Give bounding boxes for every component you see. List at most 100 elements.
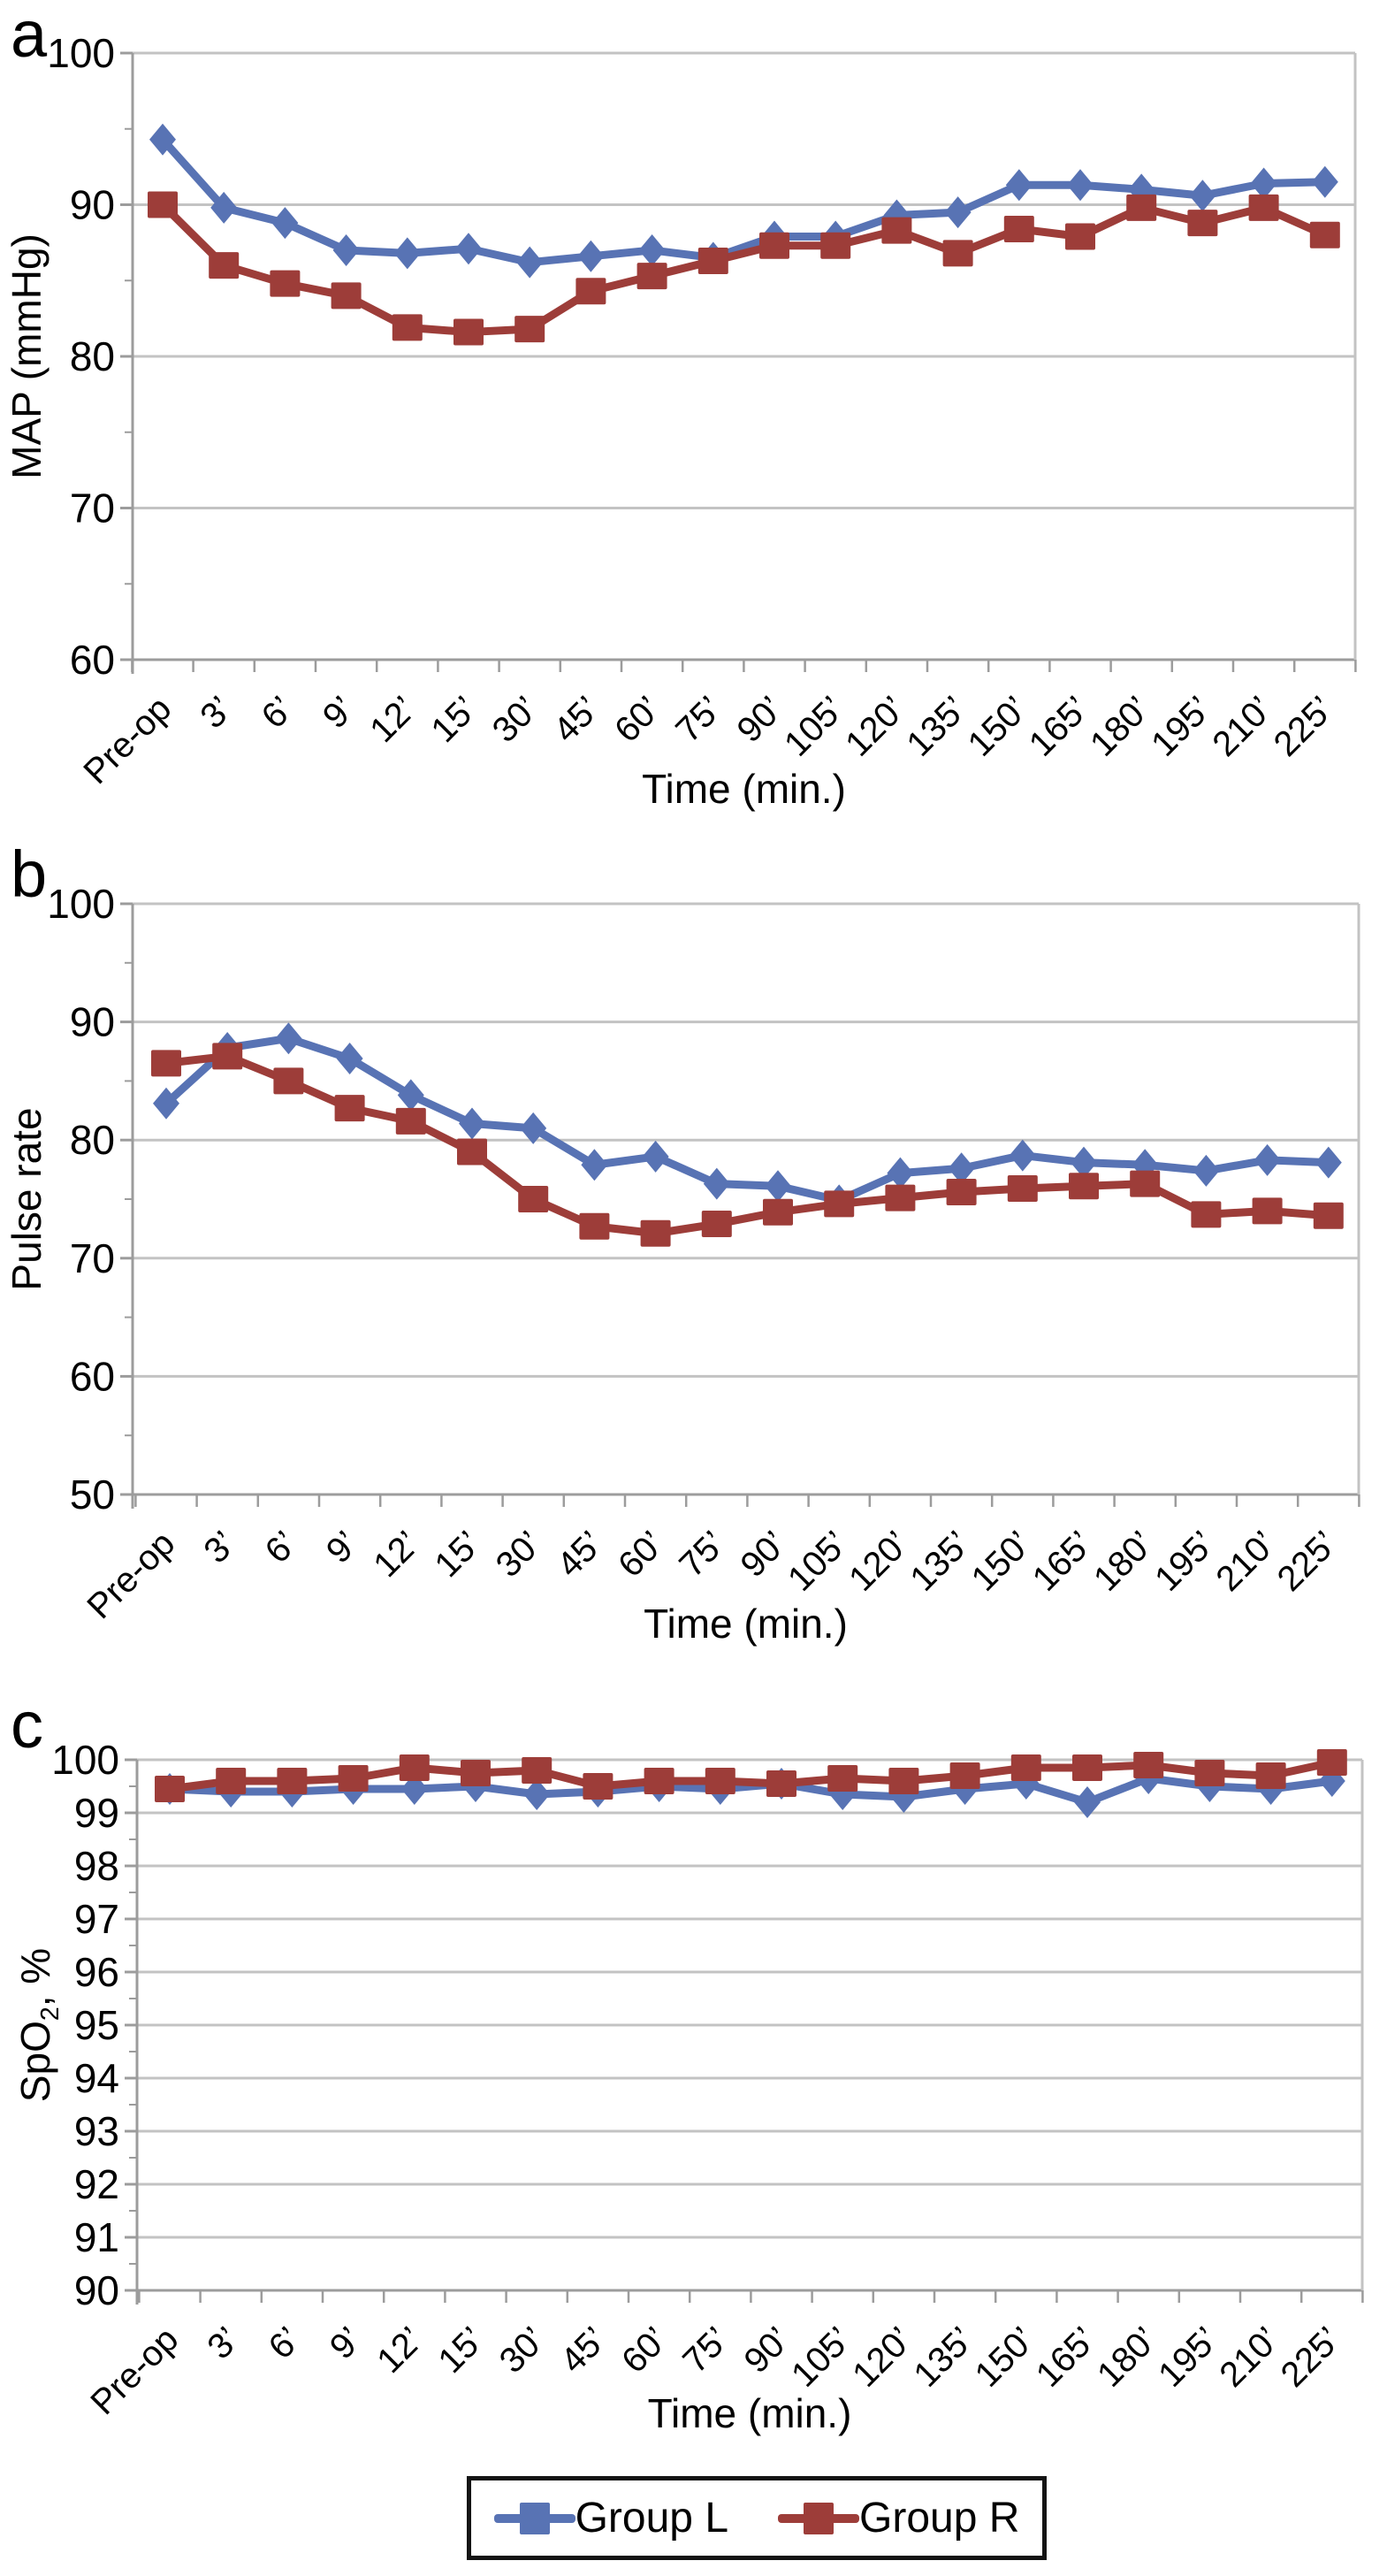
x-tick-label: 12’ — [370, 2320, 431, 2381]
data-point — [766, 1770, 796, 1797]
x-tick-label: 195’ — [1144, 689, 1219, 764]
data-point — [1074, 1786, 1101, 1818]
data-point — [455, 233, 482, 265]
y-tick-label: 80 — [70, 1117, 115, 1163]
series-group-r — [148, 191, 1340, 346]
x-tick-label: 60’ — [611, 1524, 672, 1585]
data-point — [395, 1107, 426, 1135]
y-tick-label: 70 — [70, 1235, 115, 1281]
data-point — [459, 1107, 485, 1140]
data-point — [338, 1765, 369, 1792]
data-point — [331, 282, 362, 310]
data-point — [638, 233, 666, 266]
x-tick-label: 180’ — [1083, 689, 1158, 764]
data-point — [1065, 223, 1095, 250]
data-point — [210, 191, 238, 224]
y-tick-label: 100 — [47, 30, 115, 76]
data-point — [397, 1079, 424, 1112]
data-point — [522, 1757, 553, 1784]
data-point — [1003, 215, 1034, 242]
data-point — [1187, 210, 1218, 237]
group-r-square-icon — [804, 2502, 834, 2534]
data-point — [640, 1219, 671, 1247]
y-tick-label: 93 — [74, 2108, 119, 2154]
x-tick-label: 9’ — [319, 1524, 366, 1571]
x-tick-label: 45’ — [553, 2320, 614, 2381]
data-point — [523, 1778, 551, 1810]
data-point — [942, 240, 973, 267]
data-point — [151, 1050, 181, 1077]
x-tick-label: 210’ — [1205, 689, 1280, 764]
data-point — [1130, 1170, 1161, 1197]
data-point — [516, 246, 544, 279]
x-tick-label: 30’ — [485, 689, 546, 750]
y-tick-label: 92 — [74, 2161, 119, 2207]
data-point — [270, 270, 301, 297]
x-tick-label: 135’ — [906, 2320, 981, 2395]
series-group-l — [149, 123, 1338, 279]
data-point — [1194, 1760, 1225, 1786]
data-point — [336, 1043, 363, 1075]
group-l-square-icon — [519, 2502, 550, 2534]
x-tick-label: 225’ — [1274, 2320, 1349, 2395]
data-point — [153, 1087, 179, 1120]
data-point — [644, 1768, 674, 1794]
data-point — [701, 1211, 732, 1238]
data-point — [1316, 1749, 1347, 1776]
x-tick-label: 3’ — [200, 2320, 247, 2366]
y-tick-label: 99 — [74, 1790, 119, 1836]
data-point — [1072, 1754, 1102, 1781]
data-point — [1067, 169, 1094, 202]
data-point — [1005, 169, 1033, 202]
x-tick-label: 135’ — [899, 689, 974, 764]
y-tick-label: 97 — [74, 1896, 119, 1942]
x-tick-label: 45’ — [546, 689, 607, 750]
data-point — [948, 1152, 975, 1185]
data-point — [518, 1186, 549, 1212]
x-tick-label: 30’ — [489, 1524, 550, 1585]
x-tick-label: 3’ — [193, 689, 240, 736]
x-axis-title-a: Time (min.) — [642, 766, 846, 812]
x-tick-label: 6’ — [262, 2320, 309, 2366]
data-point — [1193, 1154, 1220, 1187]
data-point — [887, 1157, 914, 1189]
y-tick-label: 50 — [70, 1471, 115, 1517]
x-tick-label: 60’ — [614, 2320, 675, 2381]
x-tick-label: 165’ — [1029, 2320, 1104, 2395]
data-point — [703, 1167, 730, 1200]
y-tick-label: 60 — [70, 1353, 115, 1399]
data-point — [1254, 1143, 1281, 1176]
y-tick-label: 60 — [70, 637, 115, 683]
data-point — [457, 1138, 487, 1166]
data-point — [1248, 194, 1279, 221]
data-point — [514, 316, 545, 343]
data-point — [763, 1198, 793, 1226]
series-group-l — [153, 1022, 1342, 1217]
data-point — [575, 278, 606, 305]
x-tick-label: 150’ — [968, 2320, 1043, 2395]
data-point — [1069, 1173, 1099, 1200]
legend-label-group-r: Group R — [859, 2495, 1020, 2542]
y-tick-label: 90 — [70, 182, 115, 228]
data-point — [148, 191, 178, 218]
x-tick-label: 165’ — [1025, 1524, 1101, 1599]
x-tick-label: 60’ — [607, 689, 668, 750]
x-tick-label: 45’ — [550, 1524, 611, 1585]
data-point — [392, 314, 423, 341]
x-tick-label: 9’ — [316, 689, 362, 736]
data-point — [277, 1768, 308, 1794]
y-tick-label: 98 — [74, 1843, 119, 1889]
x-tick-label: 210’ — [1212, 2320, 1287, 2395]
data-point — [759, 232, 789, 259]
data-point — [881, 217, 912, 244]
data-point — [1315, 1146, 1342, 1179]
x-tick-label: 150’ — [961, 689, 1036, 764]
x-axis-title-c: Time (min.) — [647, 2390, 852, 2436]
data-point — [824, 1190, 855, 1218]
data-point — [827, 1765, 858, 1792]
data-point — [155, 1776, 185, 1802]
group-l-marker-icon — [493, 2499, 575, 2538]
data-point — [1071, 1146, 1097, 1179]
panel-letter-b: b — [11, 837, 48, 911]
